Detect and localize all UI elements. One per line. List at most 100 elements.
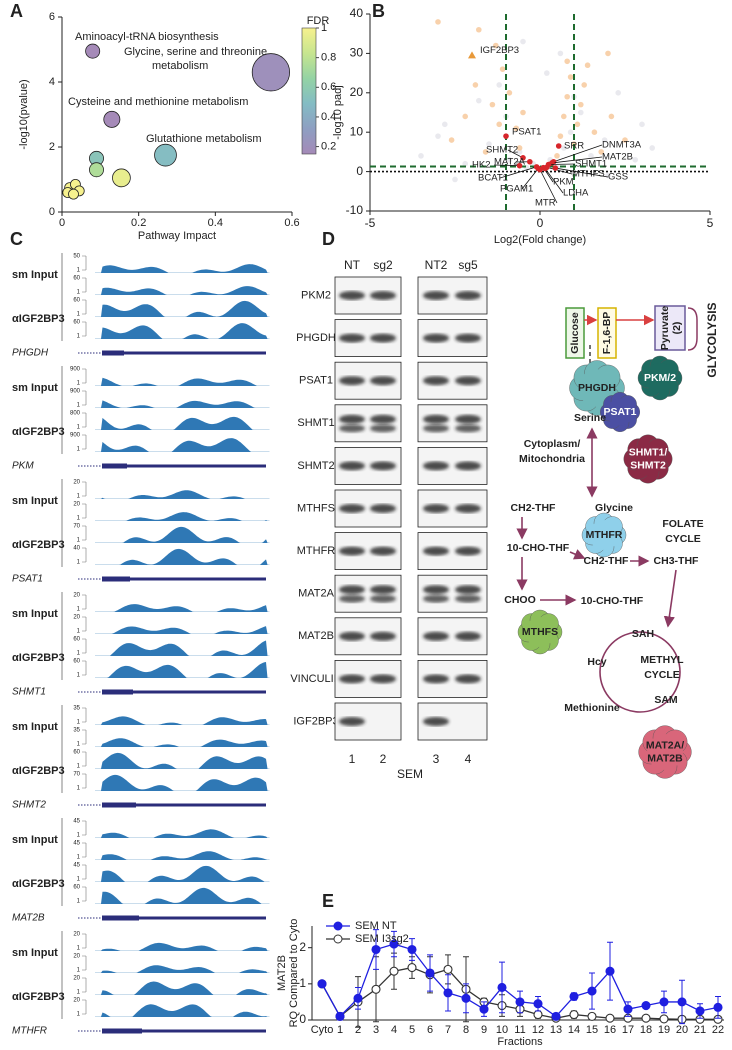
band bbox=[423, 414, 449, 424]
coverage bbox=[95, 662, 270, 678]
point bbox=[516, 162, 523, 169]
glucose-box bbox=[565, 307, 585, 359]
band bbox=[370, 594, 396, 603]
band bbox=[339, 674, 365, 684]
protein-label: PHGDH bbox=[296, 332, 336, 344]
point bbox=[567, 129, 574, 135]
panel-label: C bbox=[10, 229, 23, 249]
marker bbox=[713, 1002, 723, 1012]
point-label: SHMT2 bbox=[486, 145, 518, 156]
point bbox=[482, 149, 489, 155]
point bbox=[435, 19, 441, 25]
band bbox=[455, 546, 481, 556]
x-axis-label: Fractions bbox=[497, 1036, 543, 1048]
arrow bbox=[663, 569, 677, 628]
track-axis bbox=[82, 412, 87, 428]
gene-name: PHGDH bbox=[12, 348, 49, 359]
protein-label: IGF2BP3 bbox=[293, 715, 338, 727]
marker bbox=[443, 964, 453, 974]
track-axis bbox=[82, 864, 87, 880]
leader-line bbox=[499, 166, 537, 179]
gene-model bbox=[102, 350, 124, 356]
point bbox=[561, 113, 567, 120]
point-label: IGF2BP3 bbox=[480, 45, 519, 56]
coverage bbox=[95, 752, 270, 769]
annotation: Aminoacyl-tRNA biosynthesis bbox=[75, 31, 219, 43]
track-scale: 1 bbox=[77, 968, 81, 974]
track-scale: 1 bbox=[77, 786, 81, 792]
gene-name: PKM bbox=[12, 461, 34, 472]
point bbox=[516, 145, 523, 151]
gene-name: SHMT2 bbox=[12, 800, 46, 811]
y-tick-label: 0 bbox=[299, 1012, 306, 1026]
marker bbox=[551, 1011, 561, 1021]
marker bbox=[641, 1013, 651, 1023]
x-tick-label: 20 bbox=[676, 1024, 688, 1036]
track-scale: 1 bbox=[77, 899, 81, 905]
point bbox=[649, 145, 655, 151]
point bbox=[578, 109, 584, 116]
track-scale: 1 bbox=[77, 381, 81, 387]
enzyme-blob bbox=[606, 398, 634, 426]
ch3-thf: CH3-THF bbox=[654, 555, 699, 567]
track-scale: 1 bbox=[77, 629, 81, 635]
legend-marker bbox=[333, 934, 343, 944]
point bbox=[506, 90, 513, 96]
track-label: sm Input bbox=[12, 721, 58, 733]
y-axis-label: MAT2B bbox=[276, 955, 288, 991]
track-label: sm Input bbox=[12, 382, 58, 394]
track-scale: 1 bbox=[77, 607, 81, 613]
track-label: sm Input bbox=[12, 495, 58, 507]
x-tick-label: -5 bbox=[365, 216, 376, 230]
panel-label: B bbox=[372, 1, 385, 21]
band bbox=[423, 717, 449, 726]
y-axis-label: -log10(pvalue) bbox=[18, 79, 30, 149]
point-label: PGAM1 bbox=[500, 184, 533, 195]
enzyme-label: PSAT1 bbox=[603, 406, 636, 418]
gene-model bbox=[127, 464, 266, 468]
leader-line bbox=[507, 149, 524, 159]
methyl-cycle: METHYL bbox=[640, 654, 684, 666]
gene-name: MTHFR bbox=[12, 1026, 47, 1037]
colorbar-title: FDR bbox=[307, 15, 330, 27]
methionine: Methionine bbox=[564, 702, 620, 714]
enzyme-label: MTHFR bbox=[586, 529, 623, 541]
lane-header: NT bbox=[344, 258, 361, 272]
y-tick-label: 2 bbox=[49, 141, 55, 153]
point bbox=[578, 101, 584, 108]
bracket bbox=[687, 307, 698, 351]
lane-number: 4 bbox=[465, 752, 472, 766]
point bbox=[493, 42, 499, 49]
band bbox=[423, 424, 449, 433]
band bbox=[423, 546, 449, 556]
point bbox=[442, 121, 448, 128]
track-scale: 20 bbox=[73, 954, 80, 960]
track-scale: 60 bbox=[73, 298, 80, 304]
enzyme-label: SHMT2 bbox=[630, 459, 666, 471]
y-axis-label: -log10 padj bbox=[332, 85, 344, 139]
track-scale: 1 bbox=[77, 425, 81, 431]
x-tick-label: 10 bbox=[496, 1024, 508, 1036]
marker bbox=[407, 944, 417, 955]
annotation: Glutathione metabolism bbox=[146, 133, 262, 145]
x-tick-label: 3 bbox=[373, 1024, 379, 1036]
track-scale: 1 bbox=[77, 833, 81, 839]
point bbox=[581, 82, 587, 88]
marker bbox=[587, 1011, 597, 1021]
legend-marker bbox=[333, 921, 343, 931]
point bbox=[605, 50, 611, 57]
sam: SAM bbox=[654, 694, 678, 706]
bubble bbox=[68, 188, 79, 200]
track-label: sm Input bbox=[12, 608, 58, 620]
track-scale: 45 bbox=[73, 819, 80, 825]
track-axis bbox=[82, 434, 87, 450]
point bbox=[632, 156, 638, 163]
band bbox=[423, 461, 449, 471]
track-scale: 800 bbox=[70, 411, 81, 417]
sah: SAH bbox=[632, 628, 654, 640]
track-axis bbox=[82, 255, 87, 271]
track-scale: 35 bbox=[73, 728, 80, 734]
track-scale: 1 bbox=[77, 764, 81, 770]
track-axis bbox=[82, 481, 87, 497]
point bbox=[564, 93, 570, 100]
